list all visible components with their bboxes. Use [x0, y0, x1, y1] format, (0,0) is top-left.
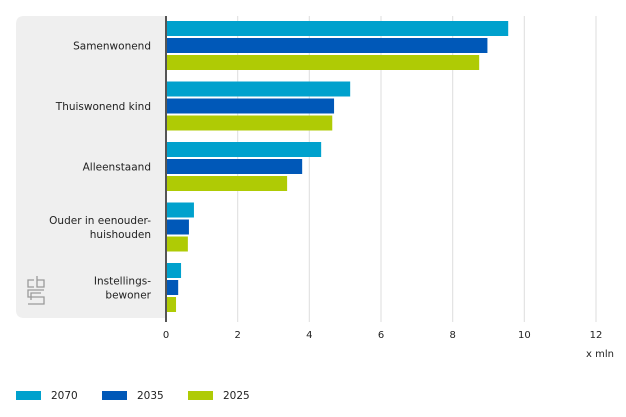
legend-item-2070: 2070	[16, 390, 78, 402]
category-panel-background	[16, 16, 166, 318]
bar-instellings-bewoner-2035	[166, 280, 179, 295]
legend-label-2025: 2025	[223, 390, 250, 402]
bar-ouder-in-eenouder-huishouden-2035	[166, 219, 189, 235]
x-tick-label-6: 6	[378, 330, 384, 341]
category-label: Alleenstaand	[83, 162, 151, 174]
x-axis: 0 2 4 6 8 10 12 x mln	[163, 16, 614, 360]
category-label: Instellings-	[94, 276, 151, 288]
bar-thuiswonend-kind-2070	[166, 81, 351, 97]
bar-alleenstaand-2035	[166, 159, 303, 174]
x-tick-label-12: 12	[590, 330, 603, 341]
x-tick-label-8: 8	[449, 330, 455, 341]
bar-ouder-in-eenouder-huishouden-2070	[166, 202, 194, 218]
category-label: bewoner	[105, 290, 151, 302]
x-tick-label-4: 4	[306, 330, 312, 341]
bar-samenwonend-2070	[166, 21, 509, 36]
bar-samenwonend-2035	[166, 38, 488, 53]
bar-alleenstaand-2070	[166, 142, 322, 157]
legend: 2070 2035 2025	[16, 390, 250, 402]
bar-samenwonend-2025	[166, 55, 480, 70]
bar-thuiswonend-kind-2035	[166, 98, 335, 114]
category-label: Samenwonend	[73, 41, 151, 53]
bar-thuiswonend-kind-2025	[166, 115, 333, 131]
category-labels: Samenwonend Thuiswonend kind Alleenstaand O…	[49, 41, 152, 302]
legend-label-2070: 2070	[51, 390, 78, 402]
x-axis-unit-label: x mln	[586, 349, 614, 360]
legend-swatch-2025	[188, 391, 213, 400]
bar-alleenstaand-2025	[166, 176, 288, 191]
legend-swatch-2035	[102, 391, 127, 400]
x-tick-label-10: 10	[518, 330, 531, 341]
category-label: huishouden	[90, 229, 151, 241]
cbs-logo-icon	[27, 276, 45, 305]
bar-instellings-bewoner-2070	[166, 263, 182, 278]
x-tick-label-2: 2	[234, 330, 240, 341]
category-panel	[16, 16, 166, 318]
legend-label-2035: 2035	[137, 390, 164, 402]
legend-item-2035: 2035	[102, 390, 164, 402]
bars	[166, 21, 509, 312]
x-tick-label-0: 0	[163, 330, 169, 341]
legend-swatch-2070	[16, 391, 41, 400]
bar-instellings-bewoner-2025	[166, 297, 177, 312]
category-label: Ouder in eenouder-	[49, 215, 151, 227]
legend-item-2025: 2025	[188, 390, 250, 402]
bar-ouder-in-eenouder-huishouden-2025	[166, 236, 188, 252]
category-label: Thuiswonend kind	[55, 101, 151, 113]
